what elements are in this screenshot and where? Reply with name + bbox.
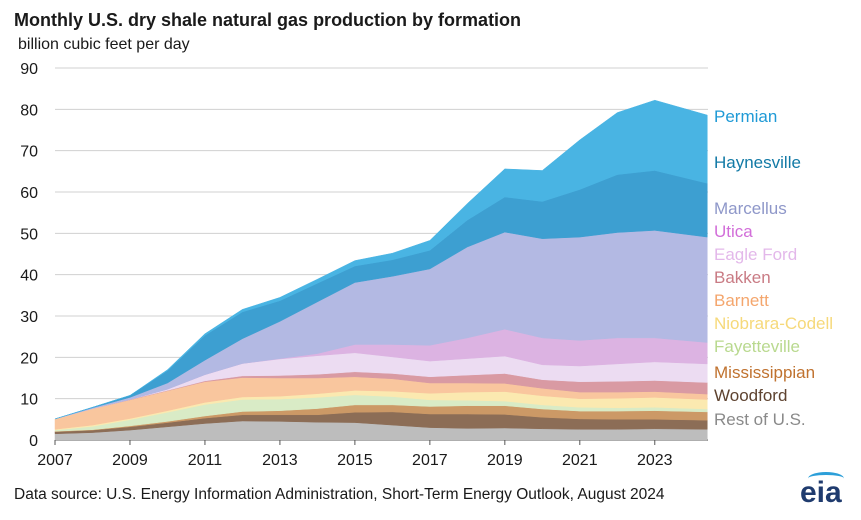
area-permian bbox=[54, 99, 708, 420]
x-tick-label: 2023 bbox=[637, 452, 673, 469]
data-source-note: Data source: U.S. Energy Information Adm… bbox=[14, 486, 665, 503]
y-tick-label: 0 bbox=[29, 433, 38, 450]
x-tick-label: 2013 bbox=[262, 452, 298, 469]
legend-woodford: Woodford bbox=[714, 386, 787, 405]
legend-barnett: Barnett bbox=[714, 291, 769, 310]
legend-rest-of-u-s-: Rest of U.S. bbox=[714, 410, 806, 429]
legend-haynesville: Haynesville bbox=[714, 153, 801, 172]
eia-logo: eia bbox=[800, 476, 842, 509]
chart-title: Monthly U.S. dry shale natural gas produ… bbox=[14, 10, 522, 30]
x-tick-label: 2015 bbox=[337, 452, 373, 469]
stacked-areas bbox=[54, 99, 708, 441]
eia-logo-arc bbox=[808, 472, 844, 485]
y-tick-label: 60 bbox=[20, 185, 38, 202]
y-axis-unit-label: billion cubic feet per day bbox=[18, 36, 190, 53]
y-tick-label: 40 bbox=[20, 268, 38, 285]
legend-utica: Utica bbox=[714, 222, 753, 241]
legend-eagle-ford: Eagle Ford bbox=[714, 245, 797, 264]
x-axis: 2007 2009 2011 2013 2015 2017 2019 2021 2023 bbox=[37, 440, 673, 469]
legend-permian: Permian bbox=[714, 107, 777, 126]
y-tick-label: 90 bbox=[20, 61, 38, 78]
x-tick-label: 2009 bbox=[112, 452, 148, 469]
y-tick-label: 20 bbox=[20, 350, 38, 367]
legend-niobrara-codell: Niobrara-Codell bbox=[714, 314, 833, 333]
legend-mississippian: Mississippian bbox=[714, 363, 815, 382]
legend: Permian Haynesville Marcellus Utica Eagle Fo… bbox=[714, 107, 833, 429]
x-tick-label: 2007 bbox=[37, 452, 73, 469]
legend-marcellus: Marcellus bbox=[714, 199, 787, 218]
y-tick-label: 30 bbox=[20, 309, 38, 326]
legend-fayetteville: Fayetteville bbox=[714, 337, 800, 356]
y-tick-label: 10 bbox=[20, 392, 38, 409]
y-tick-label: 70 bbox=[20, 144, 38, 161]
y-tick-label: 50 bbox=[20, 226, 38, 243]
x-tick-label: 2011 bbox=[188, 452, 223, 469]
y-tick-label: 80 bbox=[20, 102, 38, 119]
legend-bakken: Bakken bbox=[714, 268, 771, 287]
x-tick-label: 2019 bbox=[487, 452, 523, 469]
x-tick-label: 2017 bbox=[412, 452, 448, 469]
y-axis-ticks: 0 10 20 30 40 50 60 70 80 90 bbox=[20, 61, 38, 450]
chart: 0 10 20 30 40 50 60 70 80 90 2007 2009 2011 2013 2015… bbox=[20, 61, 833, 469]
x-tick-label: 2021 bbox=[562, 452, 598, 469]
